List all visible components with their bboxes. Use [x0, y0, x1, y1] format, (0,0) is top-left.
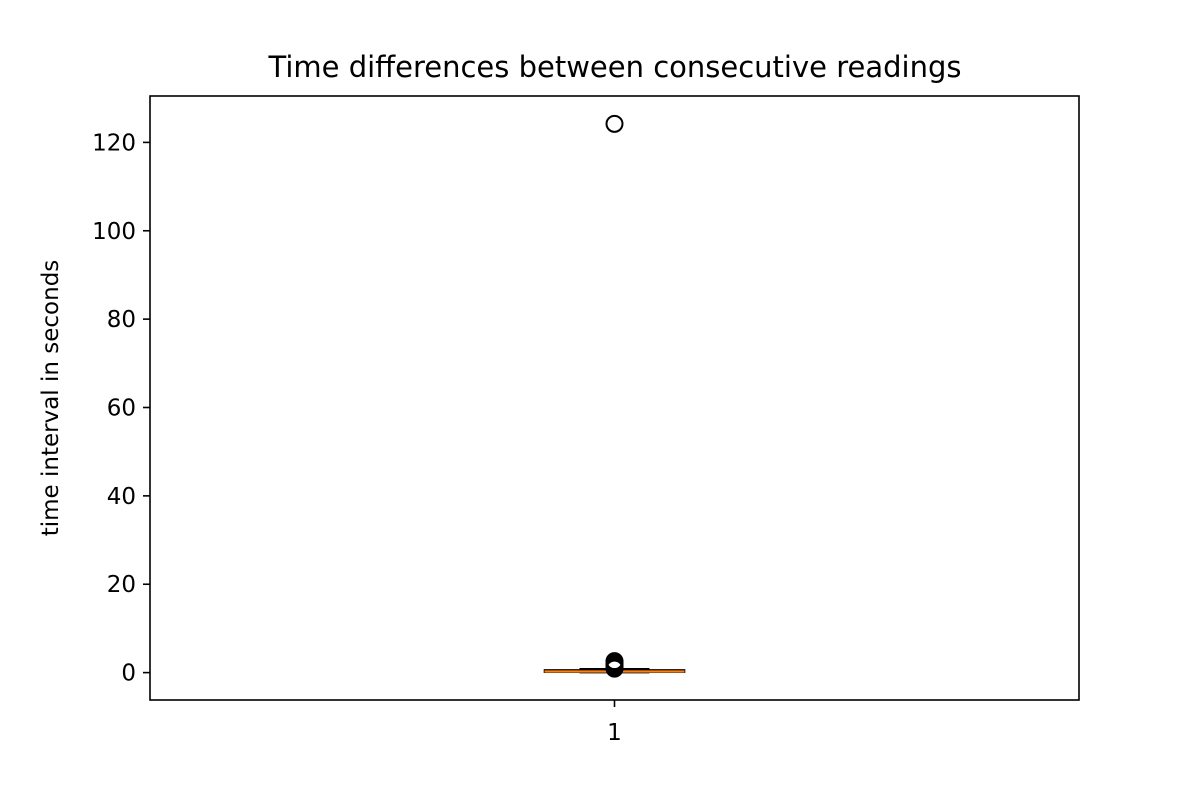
outlier-point	[605, 659, 624, 678]
y-axis-label: time interval in seconds	[38, 260, 64, 537]
y-tick-label: 120	[92, 130, 136, 156]
box-group	[543, 114, 686, 678]
y-tick-label: 80	[107, 307, 136, 333]
x-axis: 1	[607, 700, 622, 746]
y-tick-label: 40	[107, 484, 136, 510]
chart-title: Time differences between consecutive rea…	[268, 50, 962, 84]
y-tick-label: 20	[107, 572, 136, 598]
y-tick-label: 0	[121, 661, 136, 687]
x-tick-label: 1	[607, 720, 622, 746]
y-axis: 0 20 40 60 80 100 120	[92, 130, 150, 687]
axes-frame	[149, 95, 1080, 701]
outlier-point	[605, 114, 624, 133]
y-tick-label: 60	[107, 395, 136, 421]
plot-area	[543, 114, 686, 678]
y-tick-label: 100	[92, 219, 136, 245]
